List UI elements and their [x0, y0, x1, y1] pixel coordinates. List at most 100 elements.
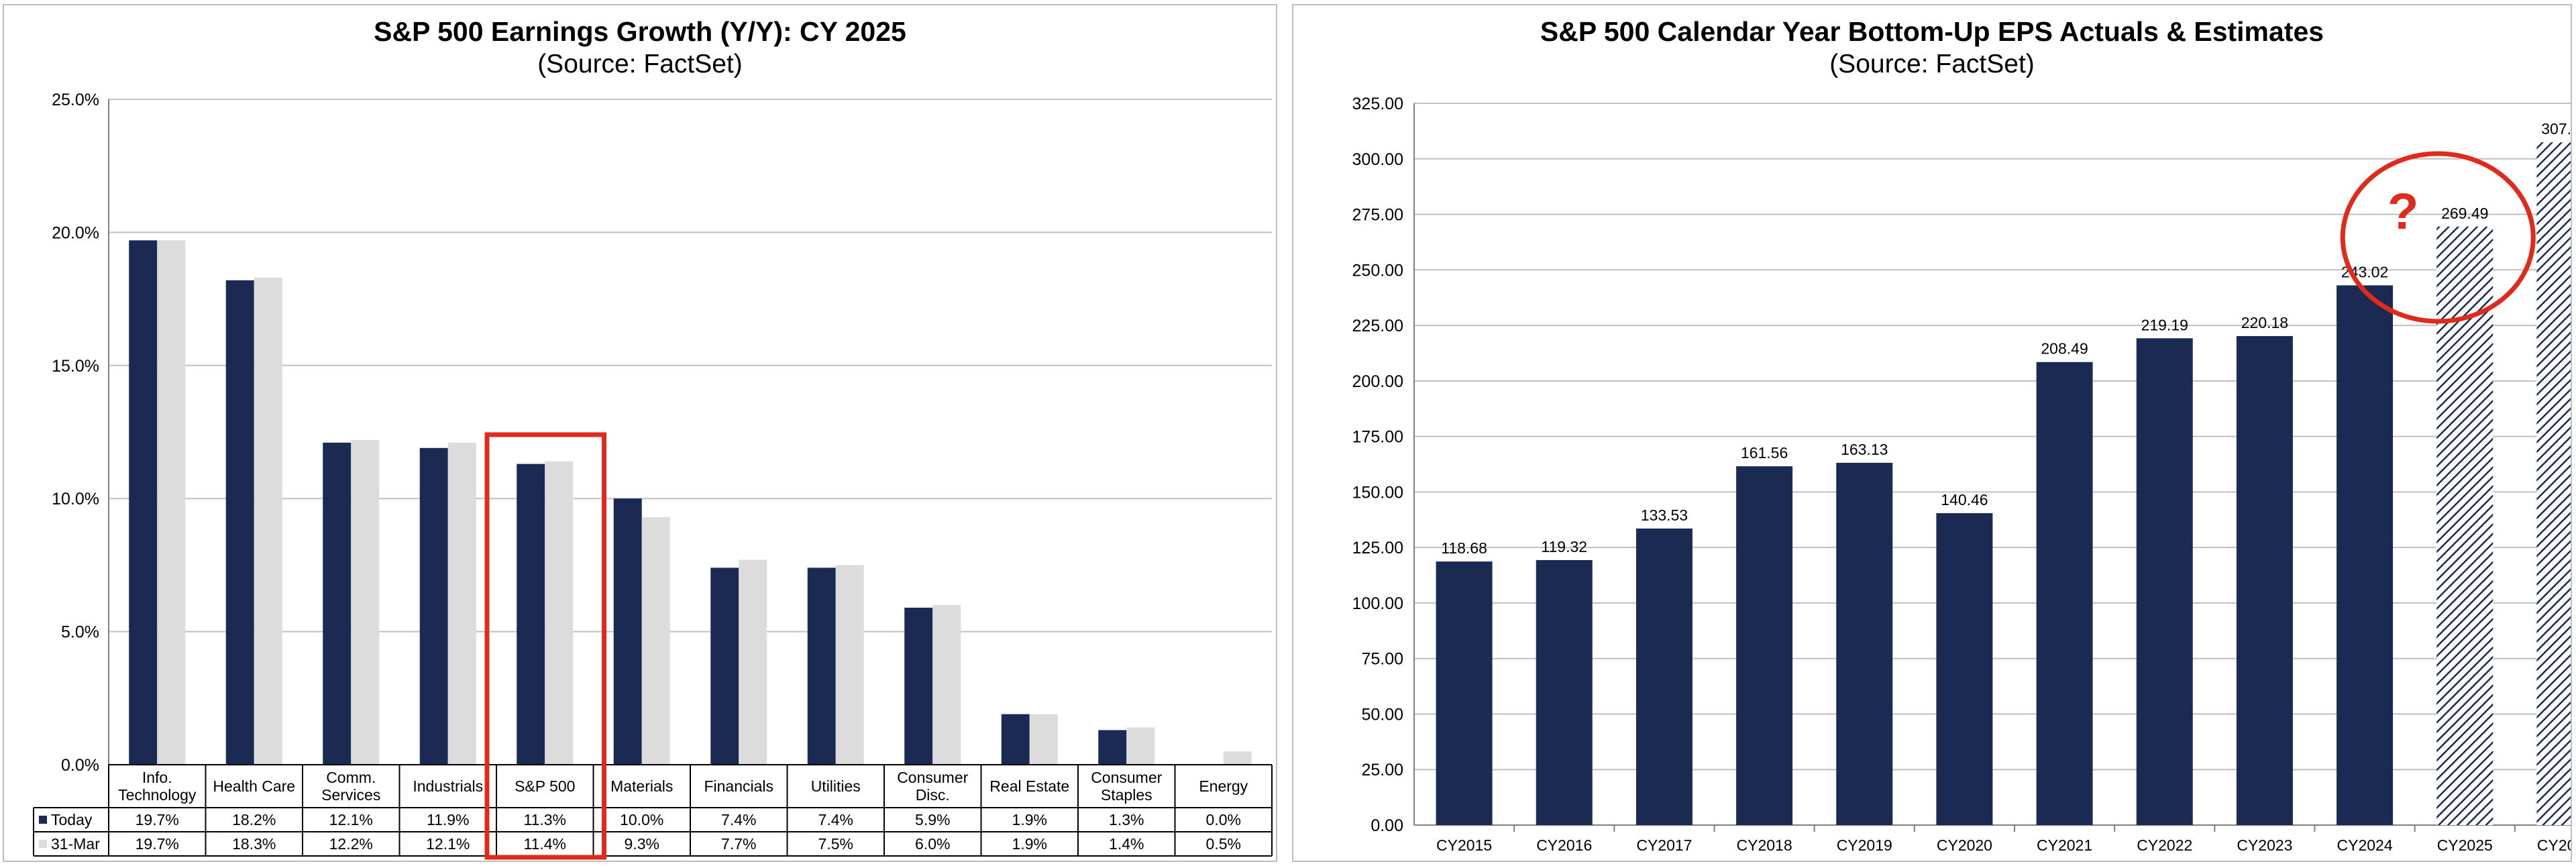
actual-bar	[1736, 466, 1793, 825]
y-tick-label: 200.00	[1352, 372, 1403, 391]
bar-31-mar	[157, 240, 186, 765]
y-tick-label: 50.00	[1361, 705, 1403, 724]
bar-31-mar	[1029, 714, 1058, 765]
bar-31-mar	[932, 604, 961, 765]
category-label: Materials	[610, 777, 673, 795]
table-value: 5.9%	[915, 811, 950, 828]
table-value: 9.3%	[625, 835, 659, 853]
bar-value-label: 161.56	[1741, 444, 1788, 462]
category-label: Comm.	[326, 769, 376, 786]
bar-today	[129, 240, 158, 765]
legend-label: Today	[51, 811, 93, 828]
x-tick-label: CY2020	[1937, 836, 1992, 854]
table-value: 12.1%	[329, 811, 373, 828]
bar-today	[1098, 730, 1127, 765]
category-label: Financials	[704, 777, 773, 795]
y-tick-label: 125.00	[1352, 539, 1403, 557]
category-label: Industrials	[413, 777, 483, 795]
table-value: 1.4%	[1109, 835, 1144, 853]
bar-31-mar	[254, 277, 282, 765]
table-value: 0.5%	[1206, 835, 1241, 853]
right-chart-title: S&P 500 Calendar Year Bottom-Up EPS Actu…	[1540, 16, 2324, 47]
actual-bar	[1536, 559, 1593, 825]
y-tick-label: 175.00	[1352, 428, 1403, 447]
category-label: Info.	[142, 769, 172, 786]
table-value: 7.7%	[721, 835, 756, 853]
table-value: 11.4%	[523, 835, 566, 853]
table-value: 0.0%	[1206, 811, 1241, 828]
bar-today	[613, 498, 642, 765]
table-value: 10.0%	[620, 811, 663, 828]
bar-value-label: 269.49	[2441, 205, 2488, 222]
right-chart-subtitle: (Source: FactSet)	[1829, 50, 2035, 78]
bar-value-label: 219.19	[2141, 316, 2188, 333]
bar-value-label: 119.32	[1541, 538, 1587, 555]
actual-bar	[2337, 285, 2394, 825]
table-value: 19.7%	[136, 835, 179, 853]
y-tick-label: 100.00	[1352, 594, 1403, 613]
y-tick-label: 5.0%	[61, 623, 99, 642]
bar-value-label: 208.49	[2041, 340, 2088, 358]
y-tick-label: 20.0%	[52, 223, 99, 242]
legend-label: 31-Mar	[51, 835, 100, 853]
y-tick-label: 75.00	[1361, 650, 1403, 669]
estimate-bar	[2536, 142, 2571, 825]
category-label: Energy	[1199, 777, 1248, 795]
left-chart-subtitle: (Source: FactSet)	[537, 50, 743, 78]
category-label: Staples	[1101, 786, 1152, 804]
question-mark-annotation: ?	[2387, 183, 2418, 240]
bar-value-label: 140.46	[1941, 491, 1988, 508]
y-tick-label: 15.0%	[52, 357, 99, 376]
table-value: 6.0%	[915, 835, 950, 853]
bar-31-mar	[1126, 727, 1155, 765]
bar-today	[323, 442, 352, 765]
y-tick-label: 10.0%	[52, 490, 99, 508]
bar-value-label: 118.68	[1441, 539, 1487, 557]
x-tick-label: CY2025	[2437, 836, 2493, 854]
x-tick-label: CY2018	[1737, 836, 1792, 854]
bar-value-label: 163.13	[1841, 441, 1888, 458]
y-tick-label: 300.00	[1352, 150, 1403, 169]
category-label: Health Care	[213, 777, 295, 795]
legend-key	[39, 816, 47, 824]
y-tick-label: 150.00	[1352, 483, 1403, 502]
bar-31-mar	[447, 442, 476, 765]
actual-bar	[1635, 528, 1693, 825]
left-chart-title: S&P 500 Earnings Growth (Y/Y): CY 2025	[374, 16, 906, 47]
bar-today	[1001, 714, 1030, 765]
eps-chart: 0.00 25.00 50.00 75.00 100.00 125.00 150.00 175…	[1352, 95, 2571, 854]
x-tick-label: CY2023	[2237, 836, 2292, 854]
x-tick-label: CY2026	[2537, 836, 2571, 854]
bar-31-mar	[351, 439, 380, 765]
actual-bar	[1936, 512, 1993, 825]
actual-bar	[1836, 462, 1893, 825]
bar-31-mar	[1223, 751, 1252, 765]
bar-value-label: 133.53	[1641, 506, 1688, 524]
actual-bar	[1436, 561, 1493, 825]
bar-today	[807, 567, 836, 765]
x-tick-label: CY2024	[2337, 836, 2393, 854]
x-tick-label: CY2022	[2137, 836, 2192, 854]
y-tick-label: 225.00	[1352, 317, 1403, 335]
table-value: 18.3%	[232, 835, 276, 853]
x-tick-label: CY2019	[1837, 836, 1892, 854]
table-value: 12.2%	[329, 835, 373, 853]
earnings-growth-chart: 0.0% 5.0% 10.0% 15.0% 20.0% 25.0% Info.Technol…	[33, 91, 1273, 860]
bar-today	[419, 447, 448, 765]
actual-bar	[2236, 336, 2293, 826]
category-label: Real Estate	[989, 777, 1069, 795]
highlight-box	[484, 432, 606, 860]
eps-panel: S&P 500 Calendar Year Bottom-Up EPS Actu…	[1292, 4, 2572, 862]
table-value: 19.7%	[136, 811, 179, 828]
estimate-bar	[2436, 226, 2493, 826]
table-value: 1.3%	[1109, 811, 1144, 828]
bar-today	[710, 567, 739, 765]
category-label: Utilities	[811, 777, 861, 795]
table-value: 7.4%	[818, 811, 853, 828]
bar-value-label: 220.18	[2241, 314, 2288, 331]
y-tick-label: 25.00	[1361, 761, 1403, 779]
table-value: 11.3%	[523, 811, 566, 828]
table-value: 18.2%	[232, 811, 276, 828]
category-label: Disc.	[916, 786, 950, 804]
table-value: 1.9%	[1012, 811, 1047, 828]
